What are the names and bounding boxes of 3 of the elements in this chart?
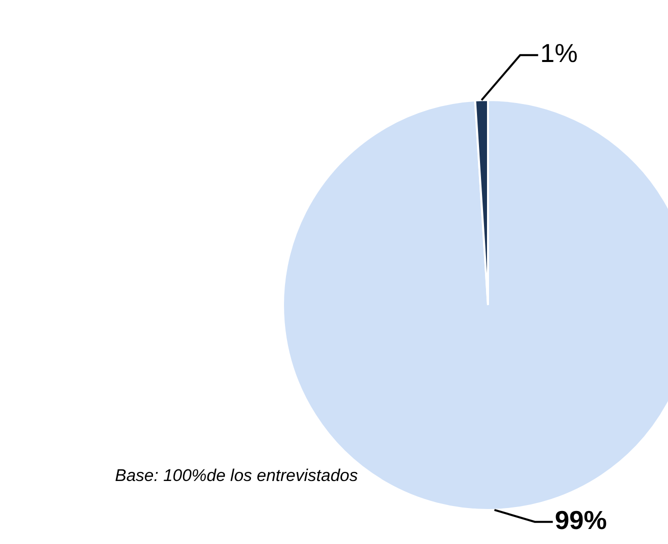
data-label: 1%	[540, 38, 578, 68]
data-label: 99%	[554, 504, 607, 535]
text: Base: 100%de los entrevistados	[115, 466, 358, 486]
